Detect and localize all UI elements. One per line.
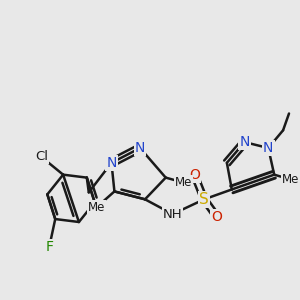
Text: N: N	[135, 141, 145, 155]
Text: Me: Me	[88, 201, 105, 214]
Text: N: N	[263, 141, 274, 155]
Text: O: O	[212, 210, 222, 224]
Text: O: O	[189, 168, 200, 182]
Text: F: F	[45, 240, 53, 254]
Text: S: S	[199, 192, 209, 207]
Text: Me: Me	[175, 176, 192, 189]
Text: Cl: Cl	[35, 150, 48, 164]
Text: Me: Me	[282, 173, 300, 186]
Text: N: N	[239, 135, 250, 149]
Text: N: N	[106, 156, 117, 170]
Text: NH: NH	[163, 208, 182, 220]
